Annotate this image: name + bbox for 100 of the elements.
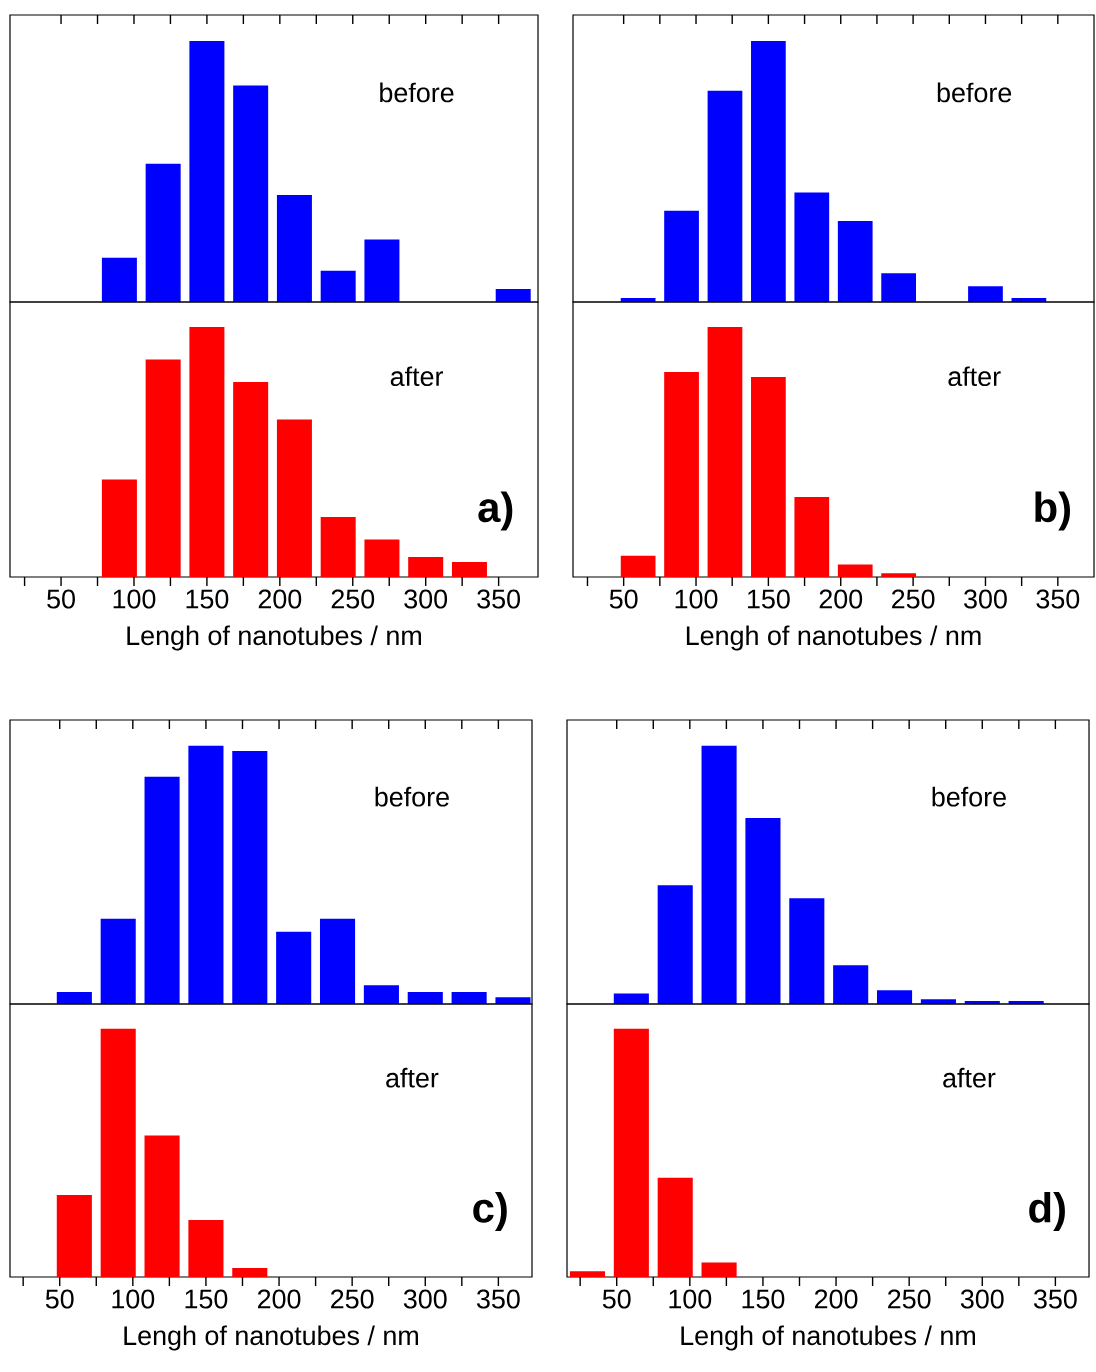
bar: [188, 1219, 224, 1278]
x-tick-label: 250: [331, 1289, 374, 1309]
bar: [144, 776, 180, 1005]
bar: [364, 239, 400, 302]
annotation: before: [375, 786, 449, 807]
bar: [620, 555, 656, 578]
bar: [657, 885, 693, 1005]
x-tick-label: 150: [186, 589, 229, 609]
x-tick-label: 300: [403, 1289, 447, 1309]
x-tick-label: 350: [1036, 589, 1080, 609]
bar: [794, 192, 830, 302]
bar: [707, 90, 743, 302]
x-tick-label: 250: [331, 589, 375, 609]
bar: [968, 286, 1003, 302]
bar: [751, 41, 786, 302]
bar: [495, 997, 531, 1005]
bar: [881, 273, 916, 302]
annotation: after: [386, 1067, 439, 1088]
bar: [145, 163, 181, 302]
bar: [233, 85, 269, 302]
bar: [101, 479, 137, 578]
annotation: c): [473, 1191, 507, 1231]
bar: [101, 257, 137, 302]
bar: [613, 993, 649, 1005]
bar: [56, 991, 92, 1005]
bar: [881, 573, 916, 578]
x-tick-label: 200: [814, 1289, 858, 1309]
bar: [833, 965, 869, 1005]
x-tick-label: 50: [45, 1289, 74, 1309]
annotation: after: [390, 366, 444, 387]
x-tick-label: 300: [964, 589, 1007, 609]
bar: [145, 359, 181, 578]
x-tick-label: 150: [185, 1289, 228, 1309]
annotation: a): [478, 491, 513, 531]
annotation: d): [1029, 1191, 1065, 1231]
annotation: b): [1035, 491, 1070, 531]
bar: [408, 557, 444, 578]
x-tick-label: 350: [1033, 1289, 1077, 1309]
bar: [701, 745, 737, 1005]
bar: [320, 517, 356, 578]
x-tick-label: 50: [602, 1289, 631, 1309]
x-tick-label: 300: [960, 1289, 1004, 1309]
bar: [495, 288, 531, 302]
bar: [837, 564, 873, 578]
annotation: before: [932, 786, 1006, 807]
bar: [276, 931, 312, 1005]
bar: [707, 327, 743, 578]
annotation: after: [948, 366, 1001, 387]
bar: [320, 270, 356, 302]
bar: [276, 195, 312, 302]
bar: [701, 1262, 737, 1278]
bar: [751, 377, 786, 578]
annotation: before: [937, 82, 1012, 103]
x-tick-label: 50: [47, 589, 75, 609]
x-axis-title: Lengh of nanotubes / nm: [686, 625, 981, 651]
bar: [664, 210, 699, 302]
bar: [451, 991, 487, 1005]
bar: [189, 327, 225, 578]
x-tick-label: 150: [747, 589, 790, 609]
x-tick-label: 200: [257, 1289, 301, 1309]
bar: [664, 372, 699, 578]
annotation: after: [943, 1067, 996, 1088]
x-tick-label: 50: [609, 589, 638, 609]
x-axis-title: Lengh of nanotubes / nm: [681, 1325, 975, 1351]
x-tick-label: 150: [742, 1289, 785, 1309]
bar: [569, 1271, 606, 1278]
bar: [188, 745, 224, 1005]
x-tick-label: 250: [892, 589, 935, 609]
bar: [100, 918, 136, 1005]
bar: [100, 1028, 136, 1278]
x-tick-label: 350: [476, 1289, 520, 1309]
x-tick-label: 100: [669, 1289, 712, 1309]
x-tick-label: 100: [675, 589, 718, 609]
bar: [319, 918, 356, 1005]
x-tick-label: 200: [819, 589, 863, 609]
annotation: before: [380, 82, 454, 103]
x-tick-label: 100: [112, 1289, 155, 1309]
x-axis-title: Lengh of nanotubes / nm: [124, 1325, 418, 1351]
bar: [407, 991, 443, 1005]
bar: [613, 1028, 649, 1278]
x-tick-label: 250: [888, 1289, 931, 1309]
x-tick-label: 350: [477, 589, 520, 609]
bar: [364, 539, 400, 578]
bar: [233, 382, 269, 578]
bar: [794, 497, 830, 578]
x-tick-label: 100: [113, 589, 156, 609]
bar: [56, 1195, 92, 1278]
bar: [232, 1268, 268, 1278]
bar: [451, 562, 487, 578]
bar: [837, 221, 873, 302]
bar: [232, 750, 268, 1005]
bar: [144, 1135, 180, 1278]
bar: [189, 41, 225, 302]
bar: [877, 990, 913, 1005]
bar: [789, 898, 825, 1005]
bar: [363, 985, 399, 1005]
x-tick-label: 200: [258, 589, 302, 609]
x-tick-label: 300: [404, 589, 448, 609]
bar: [657, 1177, 693, 1278]
x-axis-title: Lengh of nanotubes / nm: [127, 625, 421, 651]
